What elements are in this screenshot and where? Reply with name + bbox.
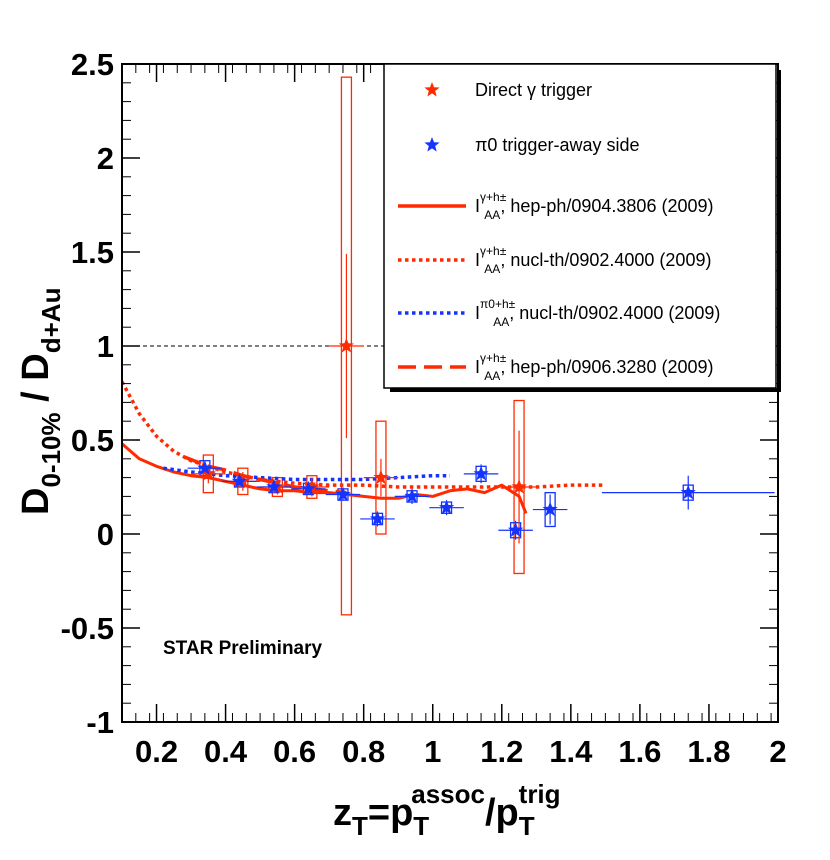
y-tick-label: 1 (97, 329, 114, 364)
direct-gamma-point (511, 479, 527, 494)
legend-label-1: Direct γ trigger (475, 80, 592, 100)
y-tick-label: 2.5 (71, 47, 114, 82)
y-tick-label: -1 (86, 705, 114, 740)
direct-gamma-point (373, 469, 389, 485)
legend-label-5: Iπ0+h± AA, nucl-th/0902.4000 (2009) (475, 297, 720, 329)
pi0-point (231, 473, 247, 488)
theory-curve-1 (122, 442, 528, 514)
pi0-point (508, 522, 524, 537)
y-tick-label: 0.5 (71, 423, 114, 458)
y-axis-title: D0-10% / Dd+Au (15, 288, 66, 515)
pi0-point (369, 511, 386, 526)
x-axis-title: zT=pTassoc/pTtrig (333, 779, 561, 841)
legend-label-6: Iγ+h± AA, hep-ph/0906.3280 (2009) (475, 351, 713, 383)
data-point-layer (197, 338, 696, 537)
pi0-point (266, 479, 282, 494)
legend-marker-1 (424, 82, 440, 97)
x-tick-label: 1 (424, 734, 441, 769)
legend-label-4: Iγ+h± AA, nucl-th/0902.4000 (2009) (475, 244, 711, 276)
legend-label-2: π0 trigger-away side (475, 135, 640, 155)
x-tick-label: 1.2 (480, 734, 523, 769)
y-tick-label: 0 (97, 517, 114, 552)
x-tick-label: 0.4 (204, 734, 248, 769)
pi0-point (680, 484, 696, 500)
direct-gamma-point (338, 338, 354, 353)
pi0-point (404, 488, 420, 503)
x-tick-label: 1.6 (618, 734, 661, 769)
legend: Direct γ trigger π0 trigger-away side Iγ+h… (383, 63, 781, 392)
theory-curve-layer (122, 380, 606, 514)
pi0-point (197, 460, 213, 475)
direct-gamma-point (304, 479, 320, 494)
legend-shadow-bottom (390, 388, 781, 392)
pi0-point (300, 480, 317, 496)
legend-label-3: Iγ+h± AA, hep-ph/0904.3806 (2009) (475, 190, 713, 222)
pi0-point (473, 465, 489, 481)
x-tick-label: 1.8 (687, 734, 730, 769)
y-tick-label: 1.5 (71, 235, 114, 270)
x-tick-label: 0.2 (135, 734, 178, 769)
legend-marker-2 (424, 137, 440, 152)
pi0-point (438, 499, 455, 515)
legend-shadow-right (777, 70, 781, 392)
x-tick-label: 0.8 (342, 734, 385, 769)
x-tick-label: 2 (769, 734, 786, 769)
annotation-star-preliminary: STAR Preliminary (163, 638, 323, 659)
legend-box (383, 63, 777, 389)
y-tick-label: 2 (97, 141, 114, 176)
axis-ticks: 0.2 0.4 0.6 0.8 1 1.2 1.4 1.6 1.8 2 -1 -0.5 0 0.5 1 1.5… (61, 47, 787, 769)
x-tick-label: 1.4 (549, 734, 593, 769)
y-tick-label: -0.5 (61, 611, 114, 646)
x-tick-label: 0.6 (273, 734, 316, 769)
pi0-point (542, 501, 558, 516)
pi0-point (335, 486, 351, 501)
